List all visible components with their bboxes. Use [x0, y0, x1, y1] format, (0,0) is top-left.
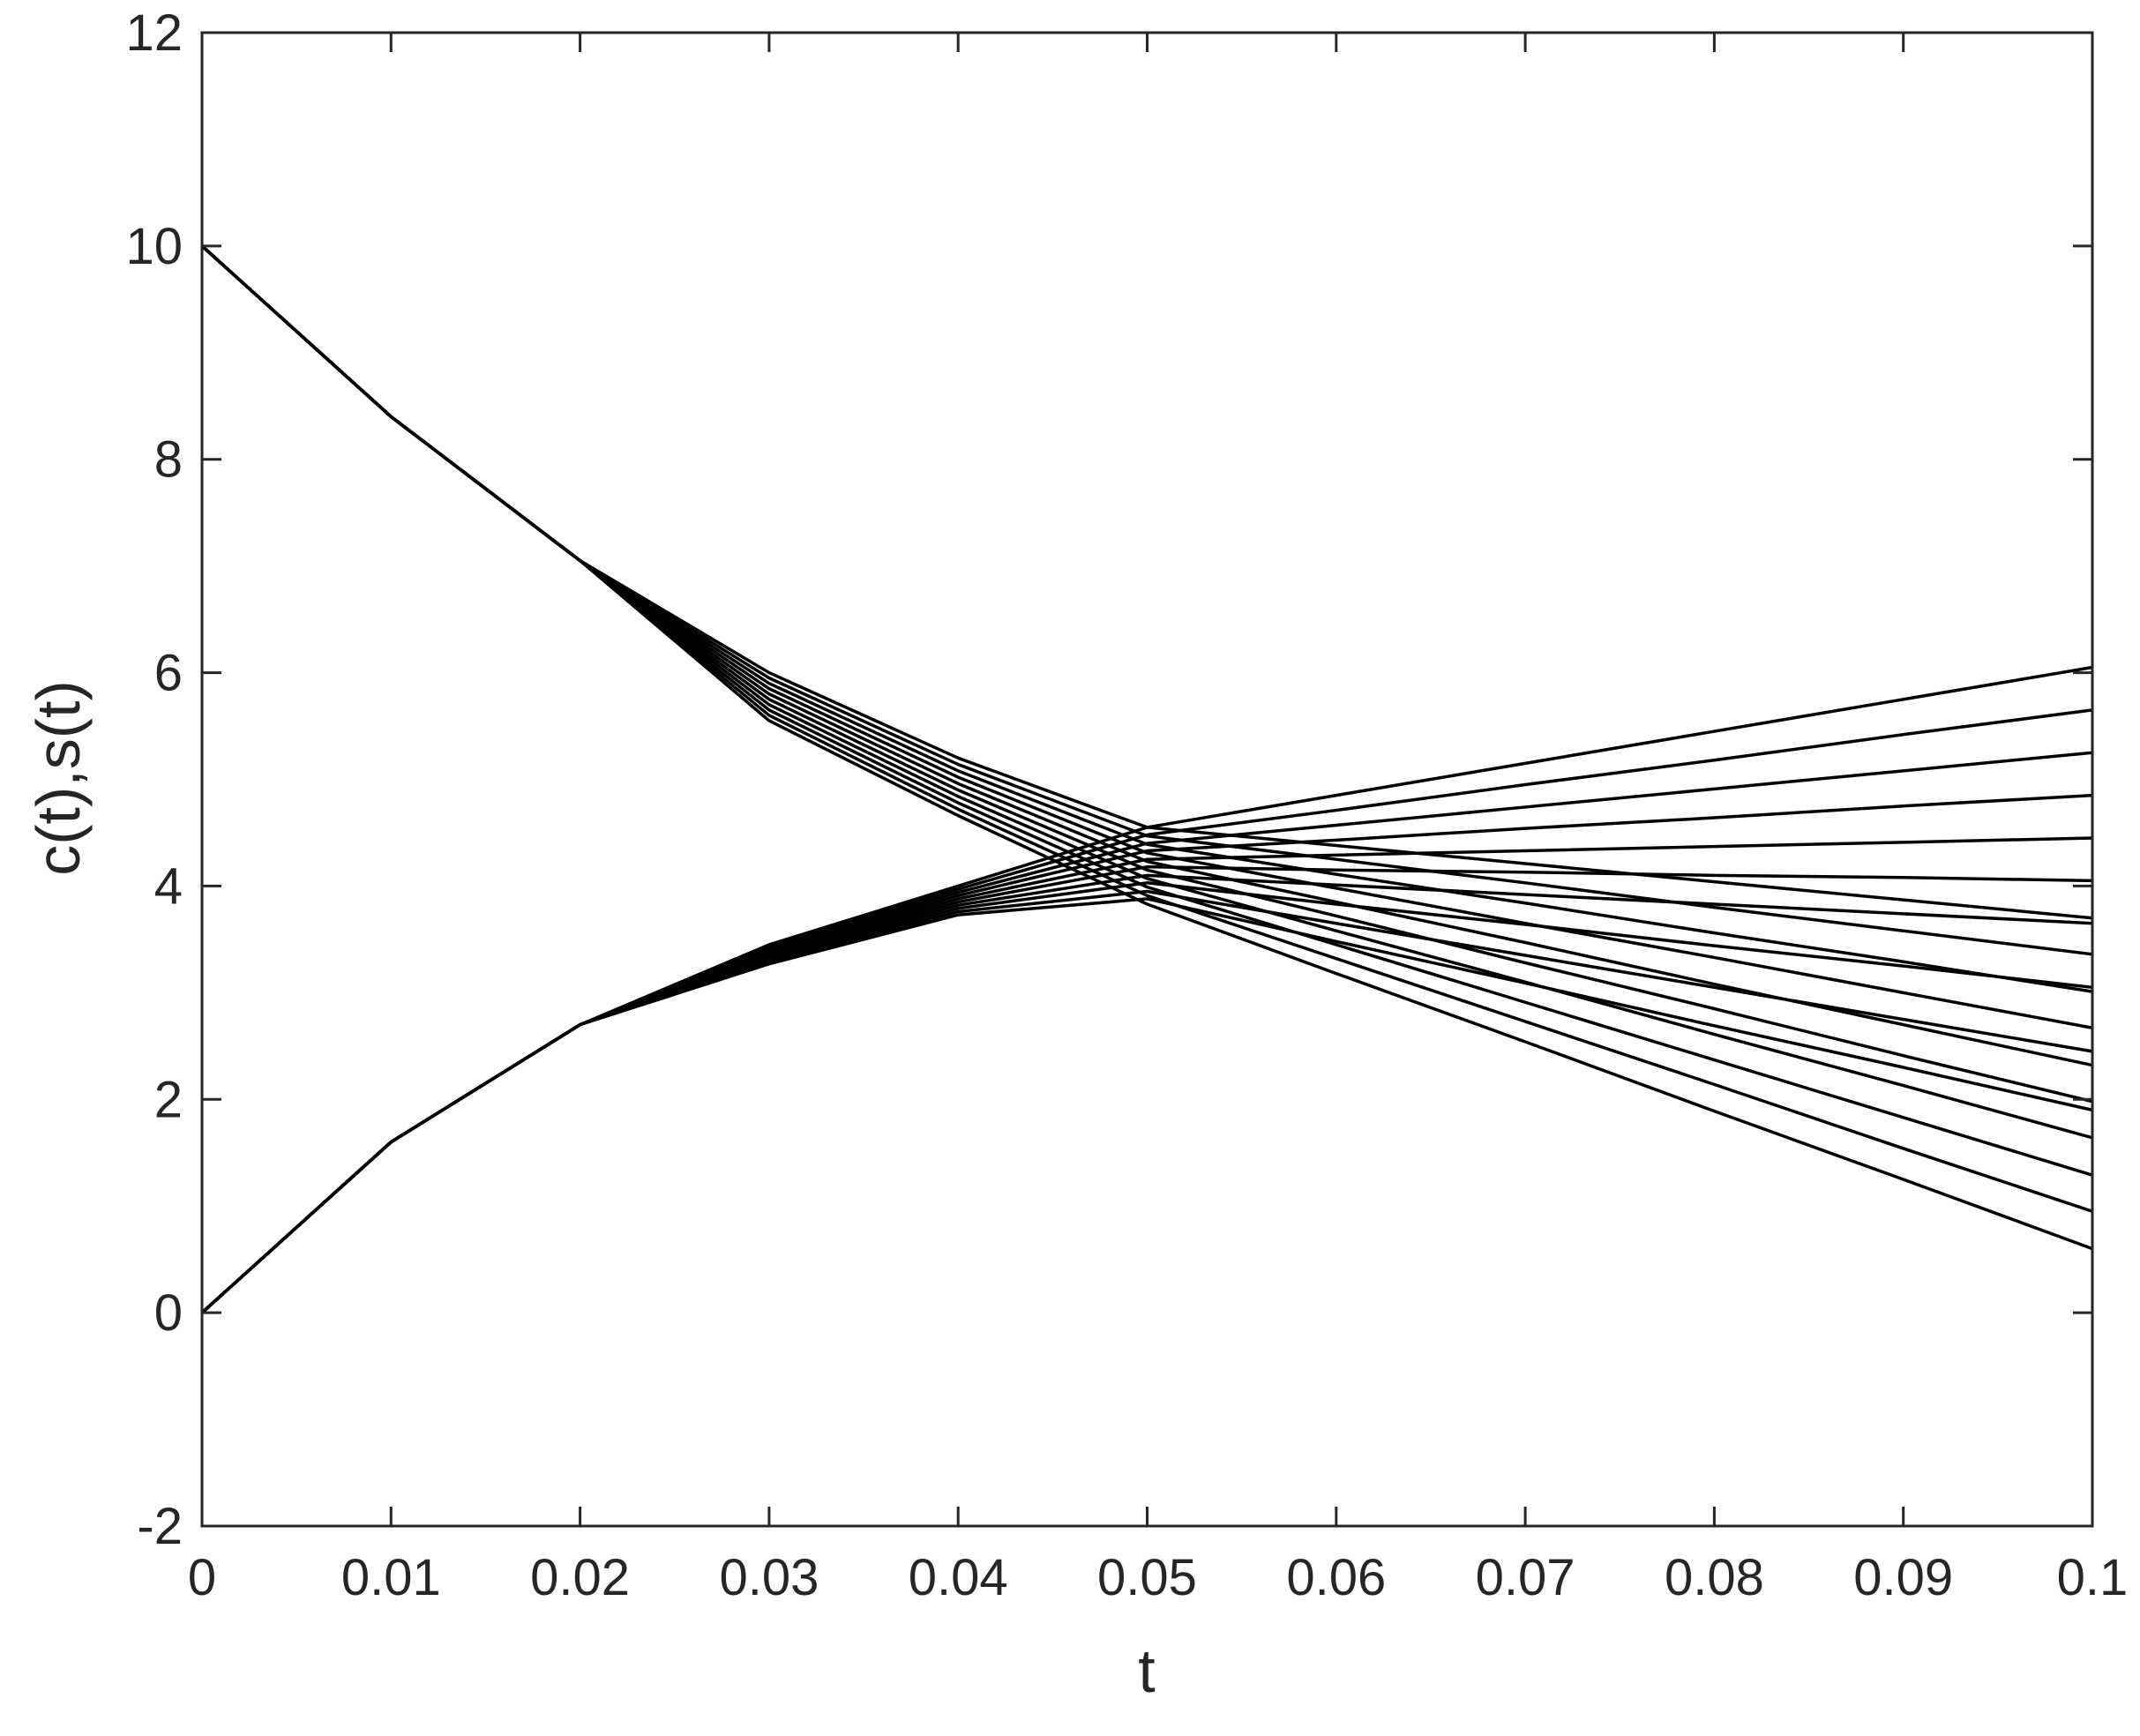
x-tick-label: 0.08	[1665, 1549, 1764, 1606]
series-line	[200, 897, 2093, 1314]
x-tick-label: 0.01	[341, 1549, 441, 1606]
x-tick-label: 0.06	[1286, 1549, 1386, 1606]
y-axis-label: c(t),s(t)	[24, 680, 93, 876]
y-tick-label: 6	[154, 645, 183, 702]
y-tick-label: 8	[154, 431, 183, 489]
x-axis-label: t	[1138, 1636, 1155, 1705]
x-tick-label: 0.1	[2057, 1549, 2129, 1606]
y-tick-label: 10	[125, 218, 183, 275]
x-tick-label: 0.07	[1476, 1549, 1575, 1606]
x-tick-label: 0.04	[909, 1549, 1008, 1606]
y-tick-label: 4	[154, 857, 183, 915]
x-tick-label: 0.05	[1097, 1549, 1197, 1606]
x-tick-label: 0.09	[1853, 1549, 1953, 1606]
y-tick-label: -2	[137, 1498, 183, 1555]
x-tick-label: 0.03	[719, 1549, 819, 1606]
y-tick-label: 12	[125, 4, 183, 62]
y-tick-label: 0	[154, 1284, 183, 1342]
y-tick-label: 2	[154, 1071, 183, 1128]
x-tick-label: 0.02	[530, 1549, 630, 1606]
series-line	[200, 244, 2093, 1251]
x-tick-label: 0	[188, 1549, 216, 1606]
